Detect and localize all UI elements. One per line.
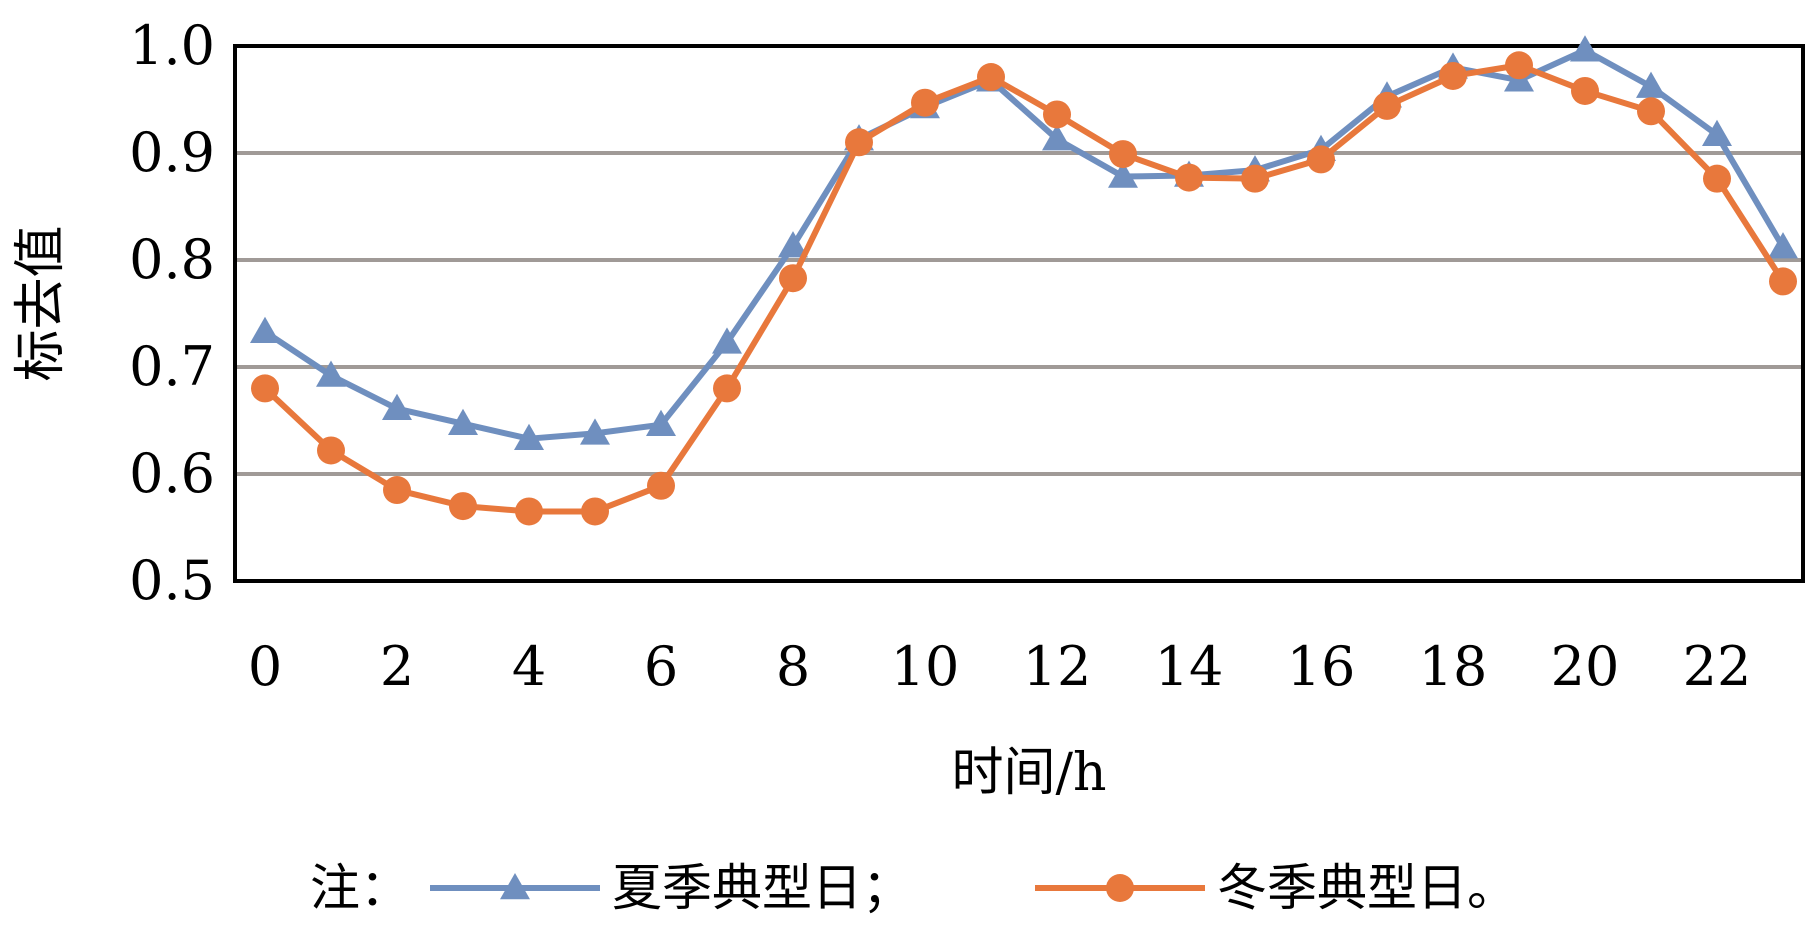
legend-item: 冬季典型日。 bbox=[1035, 859, 1517, 917]
data-point bbox=[1637, 97, 1665, 126]
data-point bbox=[1175, 163, 1203, 192]
legend: 注： 夏季典型日； 冬季典型日。 bbox=[310, 859, 1517, 917]
data-point bbox=[646, 409, 676, 437]
data-point bbox=[251, 374, 279, 403]
data-point bbox=[1307, 145, 1335, 174]
data-point bbox=[647, 471, 675, 500]
x-tick-label: 18 bbox=[1419, 635, 1488, 698]
data-point bbox=[778, 231, 808, 258]
series-line bbox=[262, 62, 1786, 515]
x-tick-label: 10 bbox=[891, 635, 960, 698]
series-line bbox=[263, 47, 1786, 442]
data-point bbox=[1108, 161, 1138, 188]
x-axis-title: 时间/h bbox=[951, 743, 1106, 803]
x-axis-tick-labels: 0 2 4 6 8 10 12 14 16 18 20 22 bbox=[248, 635, 1752, 698]
x-tick-label: 20 bbox=[1551, 635, 1620, 698]
data-point bbox=[1769, 267, 1797, 296]
legend-marker bbox=[1106, 874, 1134, 902]
data-point bbox=[316, 360, 346, 387]
y-axis-tick-labels: 1.0 0.9 0.8 0.7 0.6 0.5 bbox=[129, 14, 215, 612]
legend-label: 夏季典型日； bbox=[612, 859, 912, 917]
x-tick-label: 16 bbox=[1287, 635, 1356, 698]
data-point bbox=[581, 497, 609, 526]
data-point bbox=[1571, 76, 1599, 105]
data-point bbox=[1703, 164, 1731, 193]
x-tick-label: 12 bbox=[1023, 635, 1092, 698]
legend-marker bbox=[500, 873, 530, 900]
data-point bbox=[515, 497, 543, 526]
legend-prefix: 注： bbox=[310, 859, 410, 917]
data-point bbox=[382, 393, 412, 420]
data-point bbox=[845, 128, 873, 157]
y-axis-title: 标去值 bbox=[11, 225, 71, 381]
data-point bbox=[1636, 71, 1666, 98]
data-point bbox=[317, 436, 345, 465]
x-tick-label: 6 bbox=[644, 635, 678, 698]
data-point bbox=[911, 88, 939, 117]
data-point bbox=[250, 316, 280, 343]
x-tick-label: 2 bbox=[380, 635, 414, 698]
data-point bbox=[977, 63, 1005, 92]
data-point bbox=[1505, 51, 1533, 80]
plot-area-frame bbox=[233, 44, 1805, 583]
data-point bbox=[1439, 61, 1467, 90]
y-tick-label: 0.9 bbox=[129, 121, 215, 184]
data-point bbox=[449, 492, 477, 521]
data-point bbox=[1241, 164, 1269, 193]
y-tick-label: 0.8 bbox=[129, 228, 215, 291]
y-tick-label: 0.6 bbox=[129, 442, 215, 505]
data-point bbox=[1768, 232, 1798, 259]
data-point bbox=[1570, 35, 1600, 62]
data-point bbox=[580, 418, 610, 445]
x-tick-label: 4 bbox=[512, 635, 546, 698]
x-tick-label: 22 bbox=[1683, 635, 1752, 698]
data-point bbox=[1043, 100, 1071, 129]
data-point bbox=[1109, 140, 1137, 169]
x-tick-label: 0 bbox=[248, 635, 282, 698]
y-tick-label: 0.5 bbox=[129, 549, 215, 612]
data-point bbox=[779, 264, 807, 293]
x-tick-label: 8 bbox=[776, 635, 810, 698]
data-point bbox=[383, 476, 411, 505]
data-point bbox=[514, 423, 544, 450]
data-point bbox=[712, 327, 742, 354]
legend-items: 夏季典型日； 冬季典型日。 bbox=[430, 859, 1517, 917]
legend-label: 冬季典型日。 bbox=[1217, 859, 1517, 917]
x-tick-label: 14 bbox=[1155, 635, 1224, 698]
legend-item: 夏季典型日； bbox=[430, 859, 912, 917]
data-point bbox=[1702, 119, 1732, 147]
y-tick-label: 1.0 bbox=[129, 14, 215, 77]
series-2 bbox=[251, 51, 1797, 526]
gridlines bbox=[235, 151, 1803, 476]
data-point bbox=[713, 374, 741, 403]
data-point bbox=[1373, 91, 1401, 120]
y-tick-label: 0.7 bbox=[129, 335, 215, 398]
data-point bbox=[1042, 124, 1072, 151]
data-point bbox=[448, 408, 478, 435]
series-layer bbox=[250, 35, 1798, 526]
